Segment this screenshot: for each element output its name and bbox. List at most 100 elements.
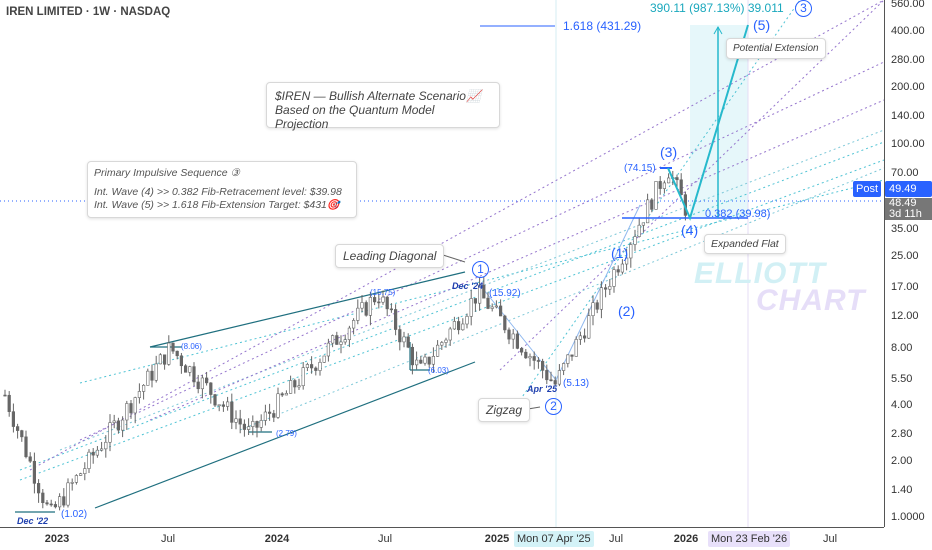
candle	[486, 297, 490, 309]
candle	[330, 335, 335, 344]
primary-title: Primary Impulsive Sequence ③	[94, 167, 240, 179]
candle	[41, 492, 45, 504]
date-label-dec24: Dec '24	[452, 281, 484, 291]
candle	[557, 370, 561, 385]
candle	[582, 335, 587, 339]
chart-canvas[interactable]	[0, 0, 885, 527]
price-tick: 17.00	[891, 281, 919, 294]
price-tick: 25.00	[891, 250, 919, 263]
candle	[423, 356, 427, 364]
candle	[184, 365, 188, 373]
price-label-1-02: (1.02)	[61, 509, 88, 520]
candle	[322, 355, 326, 363]
candle	[410, 346, 415, 366]
price-tick: 4.00	[891, 398, 913, 411]
candle	[179, 355, 184, 367]
candle	[515, 333, 519, 349]
price-label-8-06: (8.06)	[181, 342, 202, 351]
time-highlight-start: Mon 07 Apr '25	[514, 531, 594, 547]
zigzag-note[interactable]: Zigzag	[478, 398, 531, 422]
candle	[419, 359, 423, 364]
price-tick: 5.50	[891, 372, 913, 385]
candle	[200, 377, 205, 390]
candle	[414, 359, 419, 366]
price-tick: 1.40	[891, 483, 913, 496]
candle	[171, 342, 175, 352]
candle	[377, 301, 381, 304]
candle	[641, 222, 645, 226]
leading-diagonal-note[interactable]: Leading Diagonal	[335, 244, 445, 268]
candle	[599, 287, 603, 310]
last-price-badge: 48.49 3d 11h	[885, 198, 932, 220]
time-tick: 2023	[44, 533, 70, 545]
candle	[100, 448, 104, 451]
price-tick: 560.00	[891, 0, 925, 10]
candle	[259, 420, 263, 428]
candle	[146, 370, 150, 386]
candle	[624, 257, 629, 265]
candle	[540, 360, 545, 371]
candle	[662, 182, 666, 189]
time-tick: 2026	[673, 533, 699, 545]
candle	[603, 287, 608, 290]
chart-plot[interactable]: IREN LIMITED · 1W · NASDAQ ELLIOTT CHART…	[0, 0, 885, 527]
time-highlight-end: Mon 23 Feb '26	[708, 531, 791, 547]
candle	[561, 363, 566, 371]
candle	[49, 503, 53, 506]
time-axis[interactable]: Jul 2026 Jul 2025 Jul 2024 Jul 2023 Mon 07 Apr …	[0, 527, 884, 550]
candle	[288, 380, 293, 394]
candle	[238, 418, 242, 425]
candle	[301, 367, 305, 387]
symbol-title[interactable]: IREN LIMITED · 1W · NASDAQ	[6, 6, 171, 18]
candle	[158, 354, 163, 365]
expanded-flat-note[interactable]: Expanded Flat	[704, 234, 786, 254]
post-market-label: Post	[853, 181, 882, 197]
candle	[574, 339, 578, 357]
candle	[351, 320, 356, 329]
candle	[666, 177, 671, 184]
candle	[553, 380, 557, 385]
scenario-note[interactable]: $IREN — Bullish Alternate Scenario📈 Base…	[266, 82, 500, 131]
candle	[192, 366, 196, 383]
candle	[217, 404, 221, 407]
candle	[297, 385, 301, 388]
wave5-note: Int. Wave (5) >> 1.618 Fib-Extension Tar…	[94, 199, 340, 211]
leading-diagonal-pointer	[442, 254, 466, 263]
wave-label-3: (3)	[660, 144, 678, 160]
price-label-5-13: (5.13)	[563, 378, 590, 389]
price-axis[interactable]: 560.00 400.00 280.00 200.00 140.00 100.00 70.0…	[884, 0, 932, 527]
candle	[570, 354, 574, 357]
candle	[490, 306, 494, 309]
potential-extension-note[interactable]: Potential Extension	[726, 38, 826, 59]
candle	[637, 224, 641, 237]
candle	[318, 362, 322, 371]
candle	[79, 473, 83, 476]
candle	[234, 418, 238, 423]
candle	[398, 329, 402, 343]
candle	[645, 199, 650, 224]
candle	[87, 451, 91, 469]
candle	[66, 482, 70, 506]
candle	[276, 393, 280, 418]
candle	[498, 305, 503, 317]
price-tick: 2.00	[891, 454, 913, 467]
time-tick: Jul	[822, 533, 838, 545]
candle	[381, 296, 385, 303]
candle	[251, 421, 255, 427]
candle	[519, 348, 524, 353]
candle	[167, 342, 171, 365]
candle	[452, 321, 457, 330]
candle	[314, 367, 318, 371]
primary-sequence-note[interactable]: Primary Impulsive Sequence ③ Int. Wave (…	[87, 161, 357, 218]
scenario-subtitle: Based on the Quantum Model Projection	[275, 103, 435, 131]
candle	[24, 436, 28, 458]
circle-wave-1: 1	[472, 261, 489, 278]
candle	[566, 354, 570, 364]
candle	[532, 356, 536, 361]
date-label-apr25: Apr '25	[527, 384, 558, 394]
candle	[633, 236, 637, 245]
candle	[612, 269, 616, 287]
candle	[142, 385, 146, 392]
candle	[465, 316, 469, 325]
candle	[226, 401, 230, 407]
